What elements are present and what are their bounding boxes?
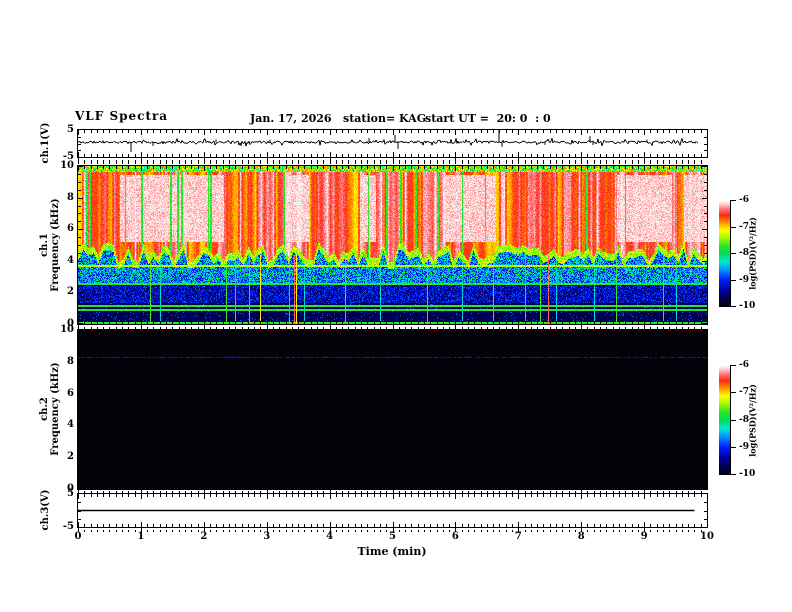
y-tick-label: 5 bbox=[67, 124, 74, 135]
date-label: Jan. 17, 2026 bbox=[250, 112, 332, 125]
ch1-spectrogram-panel bbox=[77, 165, 708, 325]
colorbar-tick-label: -10 bbox=[739, 301, 756, 311]
axis-tick-strip bbox=[78, 528, 707, 532]
axis-tick-strip bbox=[78, 490, 707, 493]
y-tick-label: 2 bbox=[67, 451, 74, 463]
axis-tick-strip bbox=[78, 158, 707, 164]
y-tick-label: 6 bbox=[67, 223, 74, 235]
colorbar-ch2 bbox=[719, 365, 737, 475]
colorbar-axis-label: log(PSD)(V²/Hz) bbox=[747, 384, 758, 457]
x-tick-label: 1 bbox=[137, 531, 145, 542]
x-tick-label: 3 bbox=[263, 531, 271, 542]
colorbar-tick-label: -8 bbox=[739, 248, 749, 258]
colorbar-tick-label: -9 bbox=[739, 275, 749, 285]
x-tick-label: 8 bbox=[577, 531, 585, 542]
y-tick-label: 2 bbox=[67, 286, 74, 298]
x-tick-label: 5 bbox=[389, 531, 396, 542]
station-label: station= KAG bbox=[343, 112, 427, 125]
colorbar-tick-label: -8 bbox=[739, 415, 749, 425]
y-tick-label: 8 bbox=[67, 355, 74, 367]
ch3-voltage-axis-label: ch.3(V) bbox=[40, 489, 51, 531]
y-tick-label: 10 bbox=[60, 160, 74, 171]
ch1-frequency-axis-label: ch.1 Frequency (kHz) bbox=[39, 198, 61, 292]
ch3-voltage-panel bbox=[77, 493, 708, 528]
x-tick-label: 6 bbox=[451, 531, 459, 542]
y-tick-label: 10 bbox=[60, 324, 74, 335]
y-tick-label: 8 bbox=[67, 191, 74, 203]
ch2-frequency-axis-label: ch.2 Frequency (kHz) bbox=[39, 362, 61, 456]
colorbar-axis-label: log(PSD)(V²/Hz) bbox=[747, 217, 758, 290]
x-tick-label: 2 bbox=[200, 531, 208, 542]
y-tick-label: 0 bbox=[67, 318, 74, 329]
plot-title: VLF Spectra bbox=[75, 109, 169, 123]
axis-tick-strip bbox=[78, 325, 707, 329]
y-tick-label: 0 bbox=[67, 483, 74, 494]
ch1-voltage-axis-label: ch.1(V) bbox=[40, 122, 51, 164]
colorbar-ch1 bbox=[719, 200, 737, 307]
ch1-voltage-panel bbox=[77, 129, 708, 158]
colorbar-tick-label: -7 bbox=[739, 387, 749, 397]
colorbar-tick-label: -6 bbox=[739, 195, 749, 205]
colorbar-tick-label: -9 bbox=[739, 442, 749, 452]
x-tick-label: 0 bbox=[74, 531, 82, 542]
ch2-spectrogram-panel bbox=[77, 329, 708, 490]
y-tick-label: 4 bbox=[67, 419, 74, 431]
x-tick-label: 10 bbox=[700, 531, 714, 542]
x-tick-label: 4 bbox=[326, 531, 334, 542]
colorbar-tick-label: -6 bbox=[739, 360, 749, 370]
colorbar-tick-label: -10 bbox=[739, 469, 756, 479]
y-tick-label: -5 bbox=[62, 521, 74, 532]
y-tick-label: 6 bbox=[67, 387, 74, 399]
xaxis-title: Time (min) bbox=[357, 545, 427, 558]
x-tick-label: 9 bbox=[640, 531, 648, 542]
y-tick-label: -5 bbox=[62, 151, 74, 162]
y-tick-label: 4 bbox=[67, 254, 74, 266]
start-ut-label: start UT = 20: 0 : 0 bbox=[425, 112, 551, 125]
x-tick-label: 7 bbox=[514, 531, 522, 542]
y-tick-label: 5 bbox=[67, 488, 74, 499]
colorbar-tick-label: -7 bbox=[739, 222, 749, 232]
